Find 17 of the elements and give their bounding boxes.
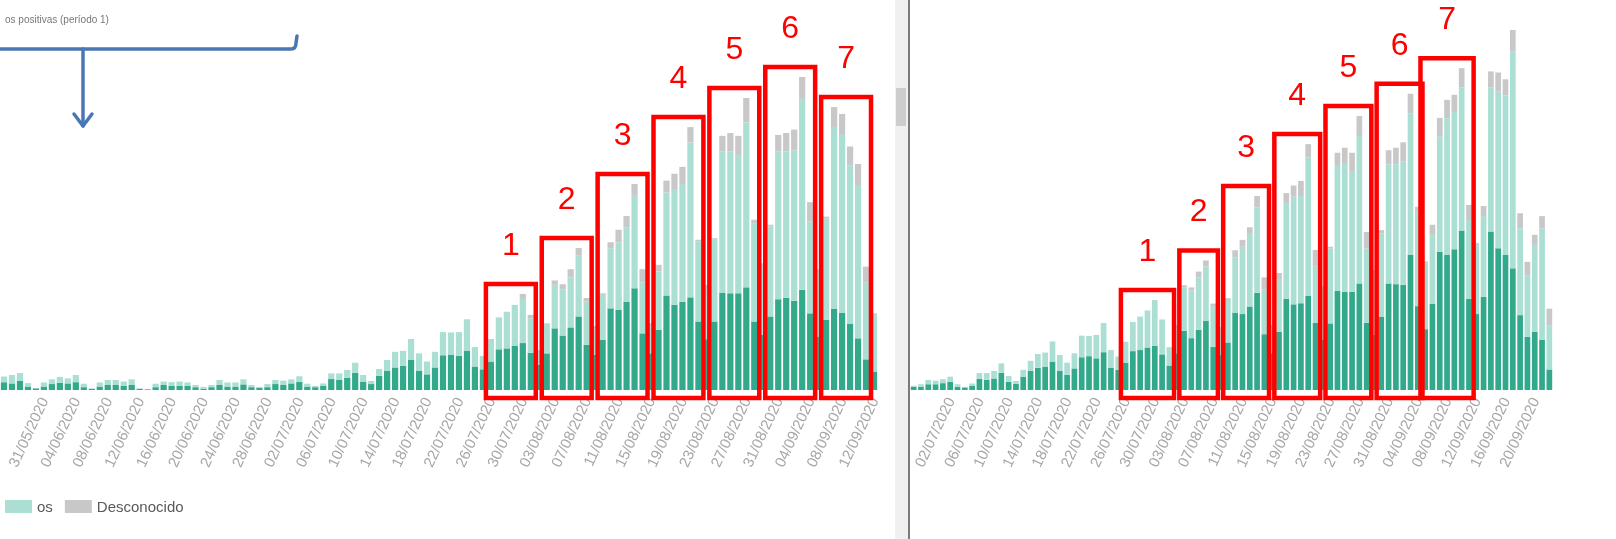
annotation: 3 xyxy=(1237,127,1256,164)
legend-label: Desconocido xyxy=(96,498,184,515)
text: 6 xyxy=(781,9,800,45)
legend-label: os xyxy=(37,498,53,515)
annotation: 5 xyxy=(1339,48,1358,85)
annotation: 1 xyxy=(501,225,520,262)
annotation: 2 xyxy=(557,179,576,216)
annotation: 4 xyxy=(669,59,688,96)
annotation: 7 xyxy=(1438,0,1456,37)
text: 5 xyxy=(725,29,744,66)
annotation: 3 xyxy=(613,116,632,153)
annotation: 6 xyxy=(1390,25,1409,62)
annotation: 2 xyxy=(1189,192,1208,229)
annotation: 1 xyxy=(1138,232,1157,268)
chart-title: os positivas (período 1) xyxy=(5,13,109,25)
text: 7 xyxy=(837,39,855,76)
annotation: 4 xyxy=(1288,76,1307,113)
